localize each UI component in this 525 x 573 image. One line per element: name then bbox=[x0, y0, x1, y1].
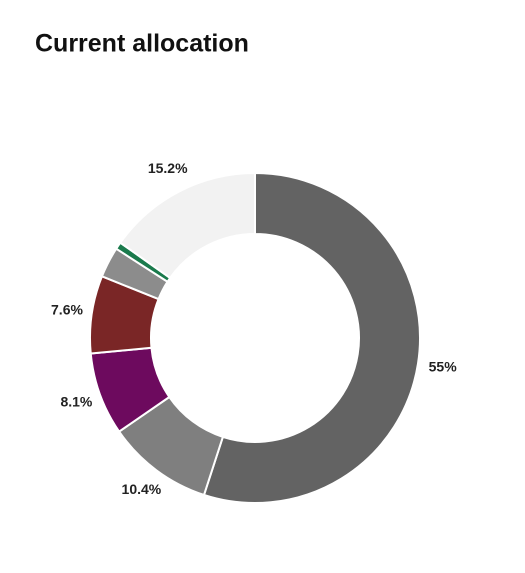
data-label: 8.1% bbox=[60, 394, 92, 410]
data-label: 15.2% bbox=[148, 160, 188, 176]
data-label: 55% bbox=[429, 358, 458, 374]
data-label: 7.6% bbox=[51, 301, 83, 317]
data-label: 10.4% bbox=[122, 481, 162, 497]
donut-segment bbox=[118, 171, 256, 280]
chart-title: Current allocation bbox=[35, 30, 249, 58]
donut-segment bbox=[202, 171, 421, 504]
